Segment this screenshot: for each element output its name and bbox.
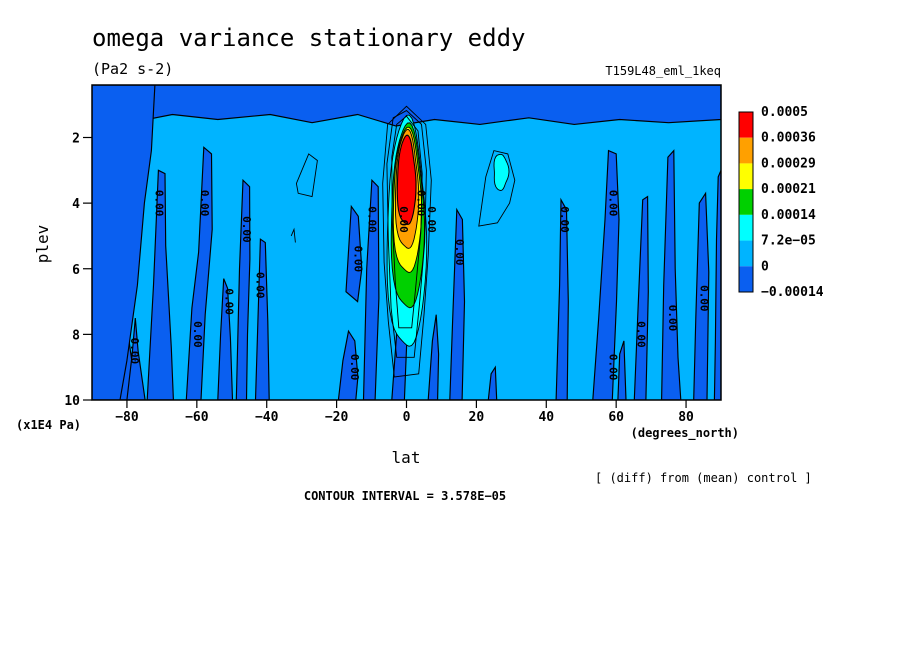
colorbar-swatch-1 — [739, 266, 753, 292]
subtropical-positive-contour — [493, 153, 510, 191]
contour-line-label: 0.00 — [558, 206, 571, 233]
y-axis-title: plev — [33, 225, 52, 264]
difference-note: [ (diff) from (mean) control ] — [595, 471, 812, 485]
colorbar-frame — [738, 111, 754, 293]
contour-line-label: 0.00 — [607, 354, 620, 381]
contour-line-label: 0.00 — [397, 206, 410, 233]
negative-region-16 — [555, 197, 569, 400]
negative-regions — [92, 85, 721, 400]
colorbar-swatch-4 — [739, 189, 753, 215]
positive-contour-fill-5 — [396, 134, 417, 225]
negative-region-11 — [362, 178, 380, 400]
x-tick-label: 0 — [403, 410, 411, 425]
y-axis-units: (x1E4 Pa) — [16, 418, 81, 432]
negative-region-15 — [487, 365, 498, 400]
y-tick-label: 2 — [72, 132, 80, 147]
colorbar-swatch-2 — [739, 240, 753, 267]
colorbar-label: 0.00036 — [761, 131, 816, 146]
colorbar-swatch-6 — [739, 137, 753, 164]
contour-line-label: 0.00 — [222, 288, 235, 315]
contour-line-label: 0.00 — [414, 190, 427, 217]
negative-region-21 — [693, 191, 710, 400]
contour-lines — [290, 105, 516, 378]
y-axis: 2 4 6 8 10 — [64, 132, 92, 409]
negative-region-17 — [592, 149, 620, 400]
x-tick-label: −60 — [185, 410, 209, 425]
contour-line-label: 0.00 — [152, 190, 165, 217]
colorbar-legend: 0.0005 0.00036 0.00029 0.00021 0.00014 7.2e−0… — [738, 105, 824, 300]
x-axis-title: lat — [392, 448, 421, 467]
contour-line-equatorial-middle — [386, 110, 427, 358]
colorbar-swatch-7 — [739, 112, 753, 138]
colorbar-label: 0.00021 — [761, 182, 816, 197]
contour-line-label: 0.00 — [666, 305, 679, 332]
negative-region-13 — [427, 314, 440, 400]
x-tick-label: −20 — [325, 410, 349, 425]
chart-units: (Pa2 s-2) — [92, 60, 173, 78]
negative-region-9 — [337, 329, 359, 400]
colorbar-label: 0 — [761, 259, 769, 274]
colorbar-label: 7.2e−05 — [761, 234, 816, 249]
contour-line-label: 0.00 — [128, 338, 141, 365]
contour-line-label: 0.00 — [198, 190, 211, 217]
contour-line-label: 0.00 — [352, 246, 365, 273]
run-label: T159L48_eml_1keq — [605, 64, 721, 78]
contour-line-southern-low — [295, 153, 318, 198]
y-tick-label: 10 — [64, 394, 80, 409]
contour-line-small-mark — [290, 227, 296, 243]
contour-line-label: 0.00 — [698, 285, 711, 312]
chart-title: omega variance stationary eddy — [92, 24, 525, 52]
contour-line-label: 0.00 — [425, 206, 438, 233]
x-axis: −80 −60 −40 −20 0 20 40 60 80 — [115, 400, 694, 425]
y-tick-label: 8 — [72, 328, 80, 343]
contour-line-label: 0.00 — [453, 239, 466, 265]
x-tick-label: 40 — [538, 410, 554, 425]
contour-line-equatorial-inner — [391, 115, 423, 329]
negative-region-20 — [661, 149, 682, 400]
negative-region-10 — [345, 204, 363, 303]
negative-region-8 — [254, 238, 270, 400]
contour-line-label: 0.00 — [254, 272, 267, 299]
colorbar-label: 0.0005 — [761, 105, 808, 120]
contour-line-label: 0.00 — [348, 354, 361, 381]
colorbar-label: 0.00014 — [761, 208, 816, 223]
colorbar-swatch-5 — [739, 163, 753, 190]
negative-region-5 — [185, 146, 213, 400]
colorbar-label: 0.00029 — [761, 156, 816, 171]
x-tick-label: 60 — [608, 410, 624, 425]
negative-region-19 — [633, 195, 649, 400]
contour-line-label: 0.00 — [240, 216, 253, 243]
colorbar-label: −0.00014 — [761, 285, 824, 300]
positive-regions — [386, 114, 510, 347]
negative-region-3 — [126, 317, 146, 400]
x-tick-label: 80 — [678, 410, 694, 425]
contour-line-subtropical-outer — [478, 150, 516, 227]
negative-region-18 — [617, 340, 627, 400]
negative-region-2 — [92, 85, 156, 400]
negative-region-14 — [449, 207, 466, 400]
x-axis-units: (degrees_north) — [631, 426, 739, 441]
negative-region-7 — [235, 178, 251, 400]
negative-region-6 — [217, 278, 234, 400]
contour-line-label: 0.00 — [635, 321, 648, 348]
contour-line-label: 0.00 — [607, 190, 620, 217]
x-tick-label: 20 — [469, 410, 485, 425]
contour-line-label: 0.00 — [366, 206, 379, 233]
colorbar-swatch-3 — [739, 214, 753, 241]
negative-region-22 — [713, 170, 721, 400]
plot-area: 0.000.000.000.000.000.000.000.000.000.00… — [92, 85, 721, 400]
negative-region-4 — [146, 169, 174, 400]
y-tick-label: 4 — [72, 197, 80, 212]
x-tick-label: −40 — [255, 410, 279, 425]
contour-labels: 0.000.000.000.000.000.000.000.000.000.00… — [128, 190, 711, 381]
contour-line-equatorial-outer — [382, 105, 432, 378]
y-tick-label: 6 — [72, 263, 80, 278]
contour-interval-note: CONTOUR INTERVAL = 3.578E−05 — [304, 489, 506, 503]
contour-line-label: 0.00 — [191, 321, 204, 348]
x-tick-label: −80 — [115, 410, 139, 425]
